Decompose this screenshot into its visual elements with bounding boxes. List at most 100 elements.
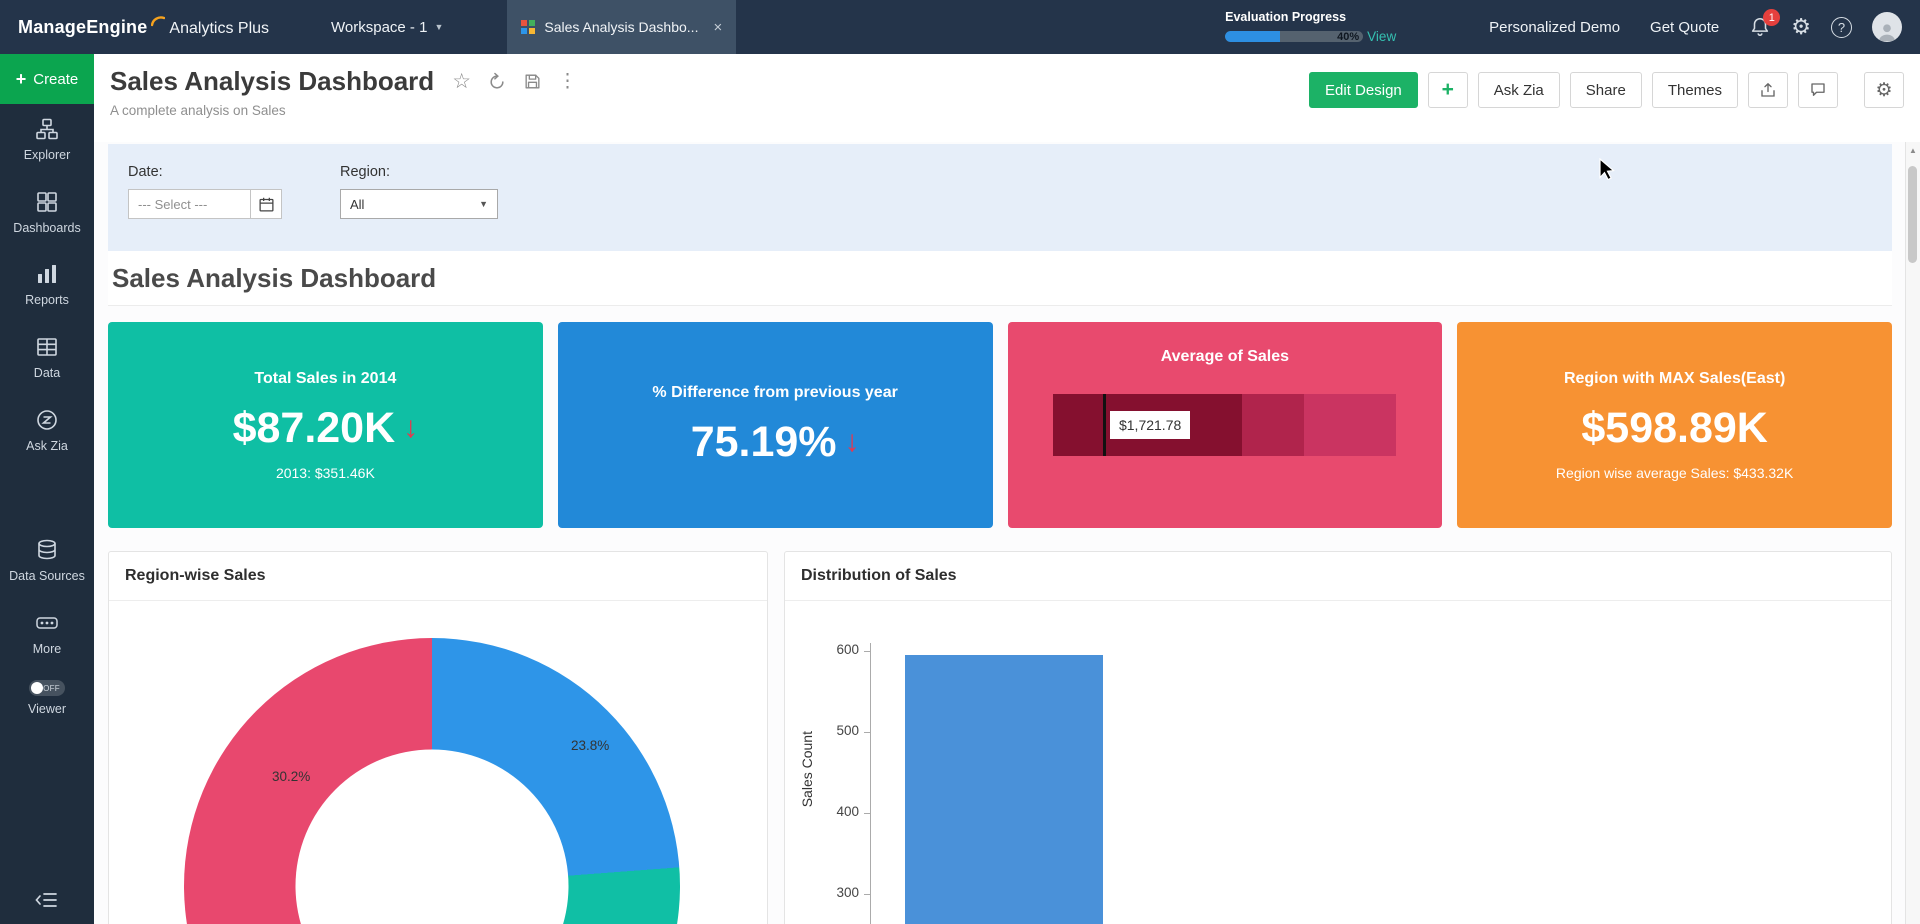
create-button[interactable]: + Create <box>0 54 94 104</box>
export-button[interactable] <box>1748 72 1788 108</box>
dashboard-tab-icon <box>521 20 536 34</box>
date-filter-input[interactable]: --- Select --- <box>128 189 250 219</box>
kpi-title: Total Sales in 2014 <box>254 369 397 387</box>
sidebar-item-label: Reports <box>25 293 69 308</box>
sidebar-item-explorer[interactable]: Explorer <box>0 104 94 177</box>
evaluation-progress-bar <box>1225 31 1364 42</box>
page-title: Sales Analysis Dashboard <box>110 66 435 96</box>
kpi-title: Region with MAX Sales(East) <box>1563 369 1786 387</box>
sidebar-item-data[interactable]: Data <box>0 322 94 395</box>
donut-slice-label: 30.2% <box>272 769 311 784</box>
workspace-selector[interactable]: Workspace - 1 ▼ <box>331 19 443 36</box>
scroll-up-arrow[interactable]: ▲ <box>1909 146 1917 155</box>
reports-icon <box>38 265 56 284</box>
sidebar-item-more[interactable]: More <box>0 598 94 671</box>
brand-swoosh-icon <box>151 15 166 27</box>
save-icon[interactable] <box>523 72 542 91</box>
date-filter-group: Date: --- Select --- <box>128 164 282 251</box>
export-icon <box>1761 82 1775 97</box>
kpi-title: Average of Sales <box>1160 348 1290 365</box>
add-button[interactable]: + <box>1427 72 1468 108</box>
get-quote-link[interactable]: Get Quote <box>1650 18 1720 36</box>
refresh-icon[interactable] <box>487 72 507 92</box>
create-label: Create <box>33 70 79 88</box>
panel-region-wise-sales: Region-wise Sales 30.2% 23.8% <box>108 551 768 924</box>
help-icon[interactable]: ? <box>1831 16 1852 38</box>
dashboards-icon <box>37 191 57 212</box>
notifications-button[interactable]: 1 <box>1749 9 1781 38</box>
kpi-percent-difference[interactable]: % Difference from previous year 75.19% ↓ <box>557 322 993 528</box>
bar-chart-area: Sales Count 600 500 400 300 <box>785 601 1891 924</box>
y-tick-label: 400 <box>836 804 859 819</box>
charts-row: Region-wise Sales 30.2% 23.8% Distributi… <box>108 551 1892 924</box>
filter-bar: Date: --- Select --- Region: <box>108 144 1892 251</box>
vertical-scrollbar[interactable]: ▲ <box>1905 142 1920 924</box>
evaluation-progress-percent: 40% <box>1337 30 1360 43</box>
share-button[interactable]: Share <box>1569 72 1642 108</box>
kpi-average-of-sales[interactable]: Average of Sales $1,721.78 <box>1007 322 1443 528</box>
dashboard-settings-button[interactable]: ⚙ <box>1864 72 1904 108</box>
ask-zia-button[interactable]: Ask Zia <box>1477 72 1560 108</box>
tab-sales-analysis-dashboard[interactable]: Sales Analysis Dashbo... × <box>507 0 737 54</box>
dashboard-content: Date: --- Select --- Region: <box>94 142 1920 924</box>
notification-badge: 1 <box>1763 9 1781 26</box>
evaluation-progress: Evaluation Progress 40% View <box>1225 10 1463 44</box>
sidebar-item-reports[interactable]: Reports <box>0 249 94 322</box>
evaluation-progress-label: Evaluation Progress <box>1225 10 1347 24</box>
kpi-total-sales[interactable]: Total Sales in 2014 $87.20K ↓ 2013: $351… <box>108 322 543 528</box>
y-tick-label: 600 <box>836 642 859 657</box>
kpi-region-max-sales[interactable]: Region with MAX Sales(East) $598.89K Reg… <box>1457 322 1892 528</box>
workspace-label: Workspace - 1 <box>331 18 428 36</box>
comments-button[interactable] <box>1798 72 1838 108</box>
viewer-toggle-pill[interactable]: OFF <box>29 680 65 697</box>
region-filter-label: Region: <box>340 164 390 180</box>
donut-chart[interactable] <box>184 638 680 924</box>
personalized-demo-link[interactable]: Personalized Demo <box>1489 18 1621 36</box>
topbar: ManageEngine Analytics Plus Workspace - … <box>0 0 1920 54</box>
collapse-icon <box>35 893 57 907</box>
y-axis-line <box>870 643 871 924</box>
favorite-star-icon[interactable]: ☆ <box>452 70 472 93</box>
collapse-sidebar-button[interactable] <box>35 888 59 912</box>
edit-design-button[interactable]: Edit Design <box>1309 72 1418 108</box>
themes-button[interactable]: Themes <box>1651 72 1738 108</box>
viewer-label: Viewer <box>28 702 66 717</box>
sidebar-item-label: Ask Zia <box>26 438 68 453</box>
toggle-knob <box>31 682 43 695</box>
sidebar-item-ask-zia[interactable]: Ask Zia <box>0 395 94 468</box>
region-filter-select[interactable]: All ▼ <box>340 189 498 219</box>
sidebar-item-dashboards[interactable]: Dashboards <box>0 177 94 250</box>
donut-slice-label: 23.8% <box>571 738 610 753</box>
sidebar-item-data-sources[interactable]: Data Sources <box>0 525 94 598</box>
y-tick-label: 300 <box>836 885 859 900</box>
settings-gear-icon[interactable]: ⚙ <box>1791 14 1811 39</box>
kpi-value: 75.19% <box>690 417 837 466</box>
kpi-row: Total Sales in 2014 $87.20K ↓ 2013: $351… <box>108 322 1892 528</box>
sidebar-item-label: Data Sources <box>9 569 85 584</box>
date-picker-button[interactable] <box>250 189 282 219</box>
main-area: Sales Analysis Dashboard ☆ ⋮ A complete … <box>94 54 1920 924</box>
viewer-toggle-state: OFF <box>43 683 60 693</box>
panel-title: Distribution of Sales <box>785 552 1891 601</box>
sidebar-item-label: Explorer <box>23 148 71 162</box>
user-avatar[interactable] <box>1872 12 1902 42</box>
panel-title: Region-wise Sales <box>109 552 767 601</box>
evaluation-view-link[interactable]: View <box>1367 29 1397 44</box>
y-tick-mark <box>864 813 870 814</box>
bar-rect[interactable] <box>905 655 1103 924</box>
y-tick-mark <box>864 651 870 652</box>
brand-analytics-plus: Analytics Plus <box>169 19 270 37</box>
person-icon <box>1878 24 1896 42</box>
sidebar-item-label: More <box>32 641 62 656</box>
kpi-title: % Difference from previous year <box>652 383 898 401</box>
y-tick-label: 500 <box>836 723 859 738</box>
viewer-toggle[interactable]: OFF Viewer <box>0 670 94 726</box>
scrollbar-thumb[interactable] <box>1908 166 1917 263</box>
brand-manageengine: ManageEngine <box>18 16 148 37</box>
tab-close-icon[interactable]: × <box>713 18 723 36</box>
more-options-icon[interactable]: ⋮ <box>558 71 578 92</box>
bullet-chart: $1,721.78 <box>1053 394 1397 456</box>
evaluation-progress-fill <box>1225 31 1281 42</box>
bullet-target-marker <box>1103 394 1107 456</box>
